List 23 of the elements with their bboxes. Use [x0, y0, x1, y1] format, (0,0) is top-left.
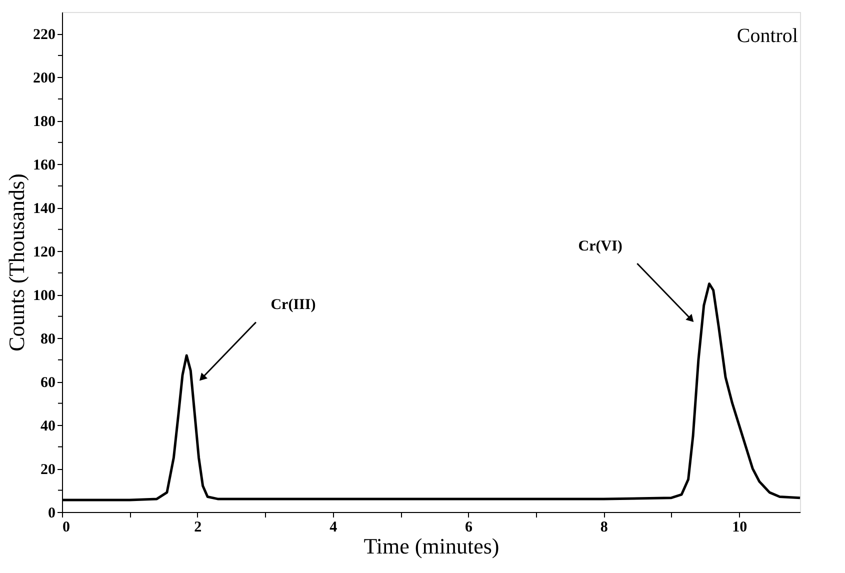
- y-tick-label: 200: [33, 70, 56, 87]
- y-tick-label: 100: [33, 288, 56, 304]
- y-tick-label: 0: [48, 506, 56, 522]
- y-tick-label: 60: [40, 375, 56, 392]
- annotation: Cr(VI): [578, 238, 622, 255]
- y-tick-label: 120: [33, 244, 56, 261]
- y-axis-title: Counts (Thousands): [4, 174, 29, 352]
- y-tick-label: 140: [33, 201, 56, 218]
- x-axis-title: Time (minutes): [364, 534, 500, 558]
- y-tick-label: 160: [33, 158, 56, 174]
- x-tick-label: 8: [600, 520, 608, 536]
- y-tick-label: 220: [33, 27, 56, 44]
- x-tick-label: 6: [464, 520, 473, 536]
- x-tick-label: 10: [732, 520, 748, 536]
- y-tick-label: 20: [40, 462, 56, 478]
- x-tick-label: 0: [62, 520, 70, 536]
- annotation: Control: [736, 25, 798, 47]
- y-tick-label: 80: [40, 332, 56, 348]
- x-tick-label: 2: [194, 520, 202, 536]
- y-tick-label: 40: [40, 418, 56, 435]
- annotation: Cr(III): [270, 297, 316, 314]
- y-tick-label: 180: [33, 114, 56, 130]
- x-tick-label: 4: [330, 520, 338, 536]
